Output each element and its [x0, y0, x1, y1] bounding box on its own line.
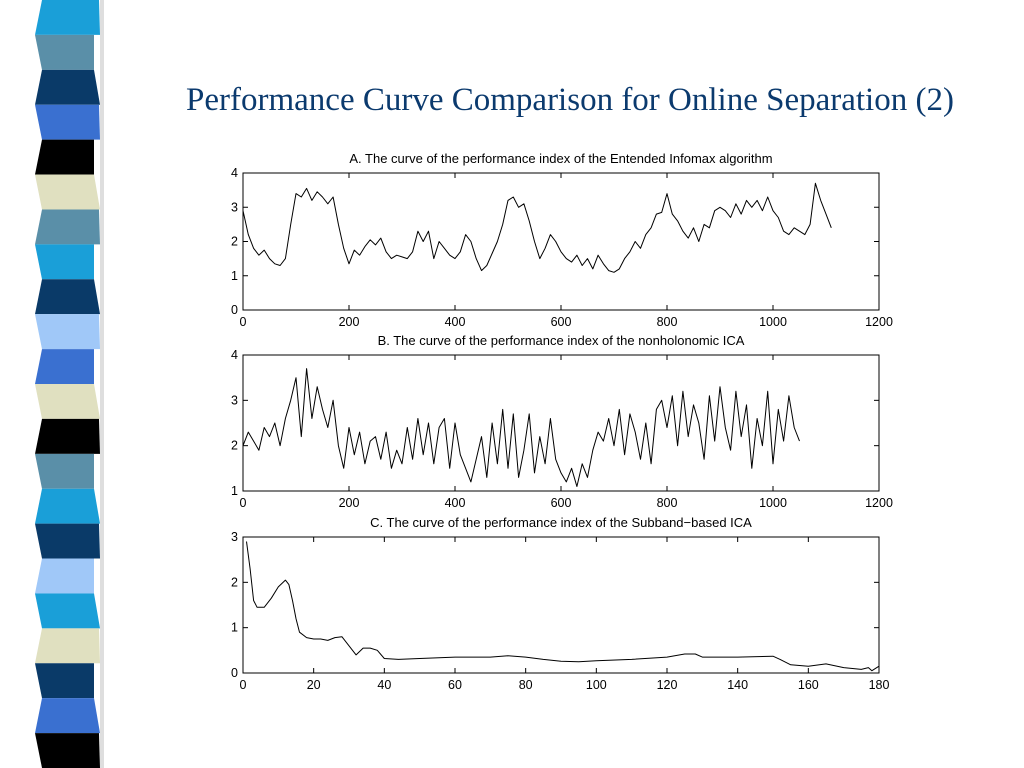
- y-tick-label: 3: [231, 200, 238, 214]
- stripe-segment: [35, 104, 100, 140]
- y-tick-label: 4: [231, 348, 238, 362]
- stripe-segment: [35, 244, 94, 280]
- y-tick-label: 1: [231, 484, 238, 498]
- stripe-shadow: [100, 0, 104, 768]
- chart-c: C. The curve of the performance index of…: [231, 515, 889, 692]
- stripe-segment: [35, 698, 100, 734]
- y-tick-label: 1: [231, 621, 238, 635]
- x-tick-label: 600: [551, 496, 572, 510]
- chart-title-c: C. The curve of the performance index of…: [370, 515, 752, 530]
- x-tick-label: 160: [798, 678, 819, 692]
- stripe-segment: [35, 418, 100, 454]
- y-tick-label: 3: [231, 530, 238, 544]
- x-tick-label: 800: [657, 315, 678, 329]
- x-tick-label: 1200: [865, 315, 893, 329]
- chart-title-a: A. The curve of the performance index of…: [349, 151, 772, 166]
- stripe-segment: [35, 558, 94, 594]
- stripe-segment: [35, 349, 94, 384]
- y-tick-label: 2: [231, 575, 238, 589]
- plot-frame-b: [242, 354, 880, 492]
- stripe-segment: [35, 34, 94, 70]
- x-tick-label: 400: [445, 496, 466, 510]
- stripe-segment: [35, 0, 100, 35]
- x-tick-label: 140: [727, 678, 748, 692]
- y-tick-label: 4: [231, 166, 238, 180]
- x-tick-label: 20: [307, 678, 321, 692]
- slide-title: Performance Curve Comparison for Online …: [186, 82, 954, 118]
- x-tick-label: 1200: [865, 496, 893, 510]
- stripe-segment: [35, 453, 94, 489]
- y-tick-label: 2: [231, 439, 238, 453]
- stripe-segment: [35, 523, 100, 559]
- x-tick-label: 200: [339, 315, 360, 329]
- chart-b: B. The curve of the performance index of…: [231, 333, 893, 510]
- plot-frame-a: [242, 172, 880, 311]
- series-line-c: [246, 541, 880, 672]
- series-line-b: [242, 368, 800, 487]
- y-tick-label: 3: [231, 393, 238, 407]
- x-tick-label: 0: [240, 496, 247, 510]
- x-tick-label: 600: [551, 315, 572, 329]
- stripe-segment: [35, 488, 100, 524]
- x-tick-label: 1000: [759, 496, 787, 510]
- x-tick-label: 800: [657, 496, 678, 510]
- x-tick-label: 0: [240, 315, 247, 329]
- stripe-segment: [35, 314, 100, 350]
- chart-title-b: B. The curve of the performance index of…: [378, 333, 745, 348]
- y-tick-label: 2: [231, 235, 238, 249]
- x-tick-label: 60: [448, 678, 462, 692]
- x-tick-label: 80: [519, 678, 533, 692]
- stripe-segment: [35, 384, 100, 419]
- x-tick-label: 120: [657, 678, 678, 692]
- decorative-stripe: [35, 0, 104, 768]
- x-tick-label: 0: [240, 678, 247, 692]
- stripe-segment: [35, 663, 94, 699]
- y-tick-label: 1: [231, 269, 238, 283]
- x-tick-label: 400: [445, 315, 466, 329]
- x-tick-label: 1000: [759, 315, 787, 329]
- stripe-segment: [35, 593, 100, 629]
- plot-frame-c: [242, 536, 880, 674]
- x-tick-label: 180: [869, 678, 890, 692]
- y-tick-label: 0: [231, 303, 238, 317]
- stripe-segment: [35, 628, 100, 664]
- chart-a: A. The curve of the performance index of…: [231, 151, 893, 329]
- series-line-a: [242, 182, 832, 273]
- x-tick-label: 40: [377, 678, 391, 692]
- stripe-segment: [35, 139, 94, 175]
- stripe-segment: [35, 733, 100, 768]
- x-tick-label: 200: [339, 496, 360, 510]
- stripe-segment: [35, 174, 100, 210]
- x-tick-label: 100: [586, 678, 607, 692]
- stripe-segment: [35, 209, 100, 245]
- stripe-segment: [35, 279, 100, 315]
- stripe-segment: [35, 69, 100, 105]
- y-tick-label: 0: [231, 666, 238, 680]
